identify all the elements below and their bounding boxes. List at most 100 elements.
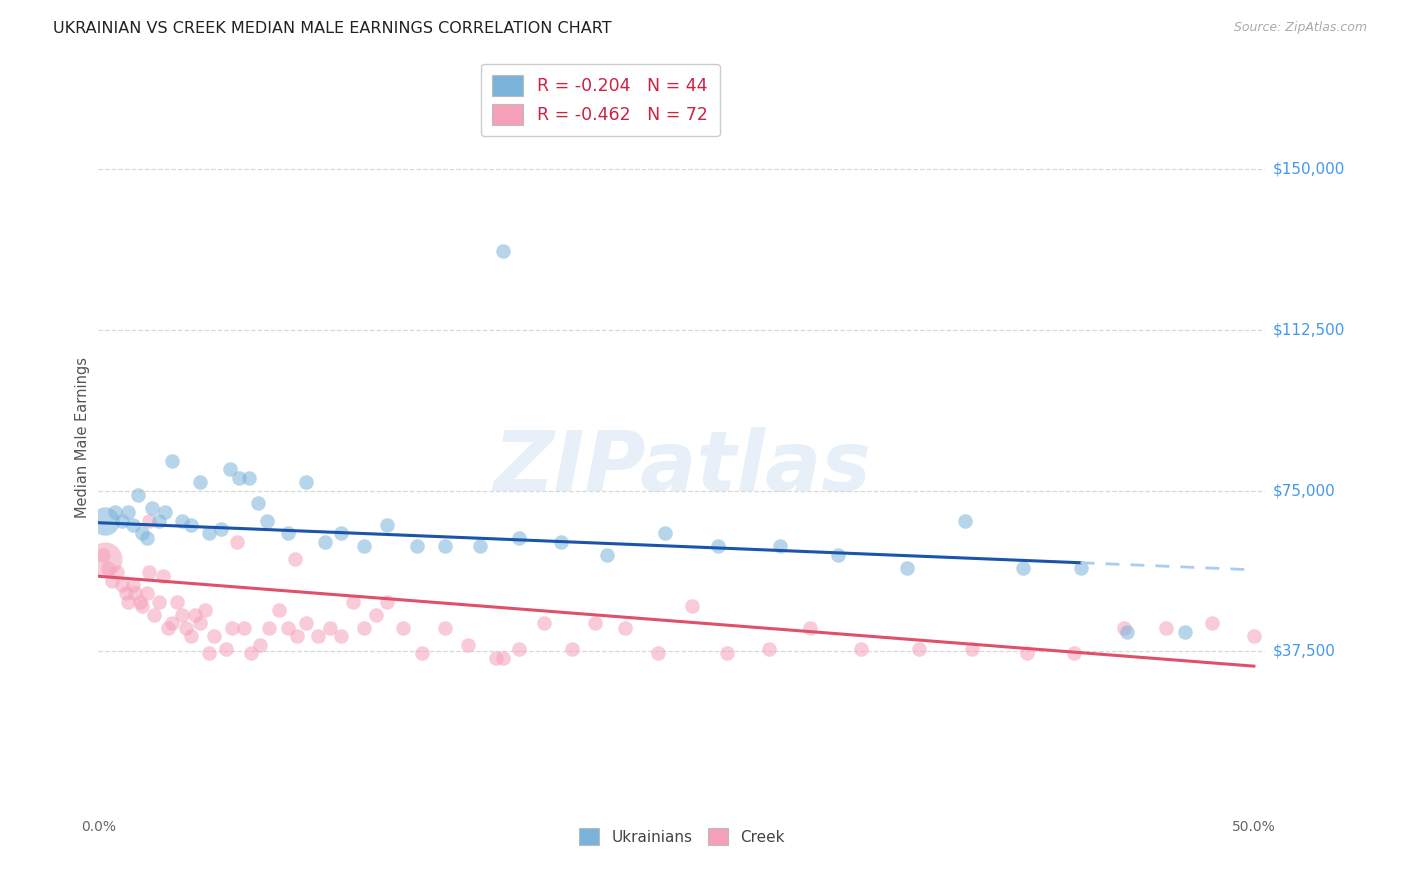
Point — [550, 535, 572, 549]
Point — [228, 471, 250, 485]
Text: $112,500: $112,500 — [1272, 323, 1344, 337]
Point — [180, 629, 202, 643]
Point — [122, 578, 145, 592]
Point — [104, 505, 127, 519]
Point — [142, 607, 165, 622]
Point — [277, 526, 299, 541]
Point — [434, 621, 457, 635]
Point — [285, 629, 308, 643]
Point — [330, 629, 353, 643]
Point — [596, 548, 619, 562]
Point — [110, 578, 132, 592]
Point — [1201, 616, 1223, 631]
Point — [174, 621, 197, 635]
Point — [364, 607, 387, 622]
Point — [647, 646, 669, 660]
Point — [148, 595, 170, 609]
Point — [583, 616, 606, 631]
Point — [375, 517, 398, 532]
Point — [457, 638, 479, 652]
Point — [295, 475, 318, 489]
Point — [508, 531, 530, 545]
Point — [156, 621, 179, 635]
Point — [277, 621, 299, 635]
Point — [561, 642, 583, 657]
Point — [162, 616, 184, 631]
Point — [198, 646, 221, 660]
Point — [209, 522, 232, 536]
Point — [392, 621, 415, 635]
Point — [180, 517, 202, 532]
Point — [907, 642, 929, 657]
Point — [485, 650, 508, 665]
Text: UKRAINIAN VS CREEK MEDIAN MALE EARNINGS CORRELATION CHART: UKRAINIAN VS CREEK MEDIAN MALE EARNINGS … — [53, 21, 612, 36]
Point — [138, 514, 160, 528]
Point — [152, 569, 174, 583]
Point — [131, 526, 153, 541]
Point — [127, 488, 149, 502]
Point — [94, 514, 117, 528]
Point — [136, 586, 159, 600]
Point — [105, 565, 128, 579]
Point — [1114, 621, 1136, 635]
Point — [1115, 624, 1137, 639]
Point — [1173, 624, 1195, 639]
Point — [468, 539, 491, 553]
Point — [960, 642, 983, 657]
Point — [307, 629, 329, 643]
Point — [1063, 646, 1085, 660]
Point — [411, 646, 433, 660]
Point — [614, 621, 637, 635]
Point — [827, 548, 849, 562]
Point — [129, 595, 152, 609]
Point — [1243, 629, 1265, 643]
Point — [353, 621, 375, 635]
Point — [1017, 646, 1039, 660]
Point — [1154, 621, 1177, 635]
Point — [716, 646, 738, 660]
Text: $37,500: $37,500 — [1272, 644, 1336, 658]
Point — [758, 642, 780, 657]
Y-axis label: Median Male Earnings: Median Male Earnings — [75, 357, 90, 517]
Point — [117, 505, 139, 519]
Point — [219, 462, 242, 476]
Point — [226, 535, 249, 549]
Point — [162, 453, 184, 467]
Point — [101, 574, 124, 588]
Point — [953, 514, 976, 528]
Point — [849, 642, 872, 657]
Point — [170, 514, 193, 528]
Point — [214, 642, 236, 657]
Point — [136, 531, 159, 545]
Point — [353, 539, 375, 553]
Point — [94, 552, 117, 566]
Point — [1011, 560, 1033, 574]
Point — [284, 552, 307, 566]
Point — [155, 505, 177, 519]
Point — [267, 603, 290, 617]
Point — [221, 621, 243, 635]
Point — [166, 595, 188, 609]
Point — [492, 650, 515, 665]
Text: Source: ZipAtlas.com: Source: ZipAtlas.com — [1233, 21, 1367, 34]
Point — [318, 621, 340, 635]
Point — [115, 586, 138, 600]
Point — [533, 616, 555, 631]
Point — [508, 642, 530, 657]
Text: $75,000: $75,000 — [1272, 483, 1336, 498]
Point — [91, 548, 114, 562]
Point — [406, 539, 429, 553]
Point — [117, 595, 139, 609]
Point — [1070, 560, 1092, 574]
Point — [434, 539, 457, 553]
Point — [769, 539, 792, 553]
Point — [706, 539, 728, 553]
Point — [138, 565, 160, 579]
Point — [198, 526, 221, 541]
Point — [249, 638, 271, 652]
Point — [342, 595, 364, 609]
Point — [122, 517, 145, 532]
Text: $150,000: $150,000 — [1272, 162, 1344, 177]
Point — [681, 599, 703, 614]
Text: ZIPatlas: ZIPatlas — [494, 426, 870, 508]
